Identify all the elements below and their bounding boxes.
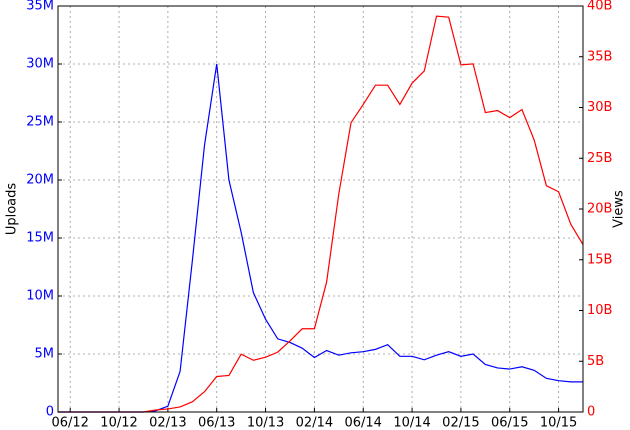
y2-tick-label: 5B (587, 354, 604, 369)
x-tick-label: 06/15 (491, 416, 528, 430)
y2-tick-label: 35B (587, 49, 612, 64)
x-tick-label: 06/13 (198, 416, 235, 430)
x-tick-label: 10/14 (393, 416, 430, 430)
y-tick-label: 0 (46, 405, 54, 420)
y2-tick-label: 0 (587, 405, 595, 420)
y-tick-label: 20M (26, 173, 54, 188)
y-axis-label: Uploads (5, 183, 20, 236)
x-tick-label: 06/12 (51, 416, 88, 430)
y2-axis-label: Views (612, 190, 627, 228)
y2-tick-label: 20B (587, 202, 612, 217)
y-tick-label: 35M (26, 0, 54, 14)
x-tick-label: 10/13 (247, 416, 284, 430)
x-tick-label: 06/14 (344, 416, 381, 430)
y2-tick-label: 15B (587, 252, 612, 267)
y2-tick-label: 30B (587, 100, 612, 115)
y2-tick-label: 25B (587, 151, 612, 166)
y-tick-label: 15M (26, 231, 54, 246)
y-tick-label: 30M (26, 57, 54, 72)
x-tick-label: 10/12 (100, 416, 137, 430)
x-tick-label: 02/13 (149, 416, 186, 430)
plot-frame (57, 5, 584, 413)
y2-tick-label: 10B (587, 303, 612, 318)
y-tick-label: 5M (35, 347, 55, 362)
x-tick-label: 10/15 (540, 416, 577, 430)
x-tick-label: 02/14 (296, 416, 333, 430)
x-tick-label: 02/15 (442, 416, 479, 430)
y-tick-label: 25M (26, 115, 54, 130)
y-tick-label: 10M (26, 289, 54, 304)
y2-tick-label: 40B (587, 0, 612, 14)
series-line (58, 15, 584, 413)
